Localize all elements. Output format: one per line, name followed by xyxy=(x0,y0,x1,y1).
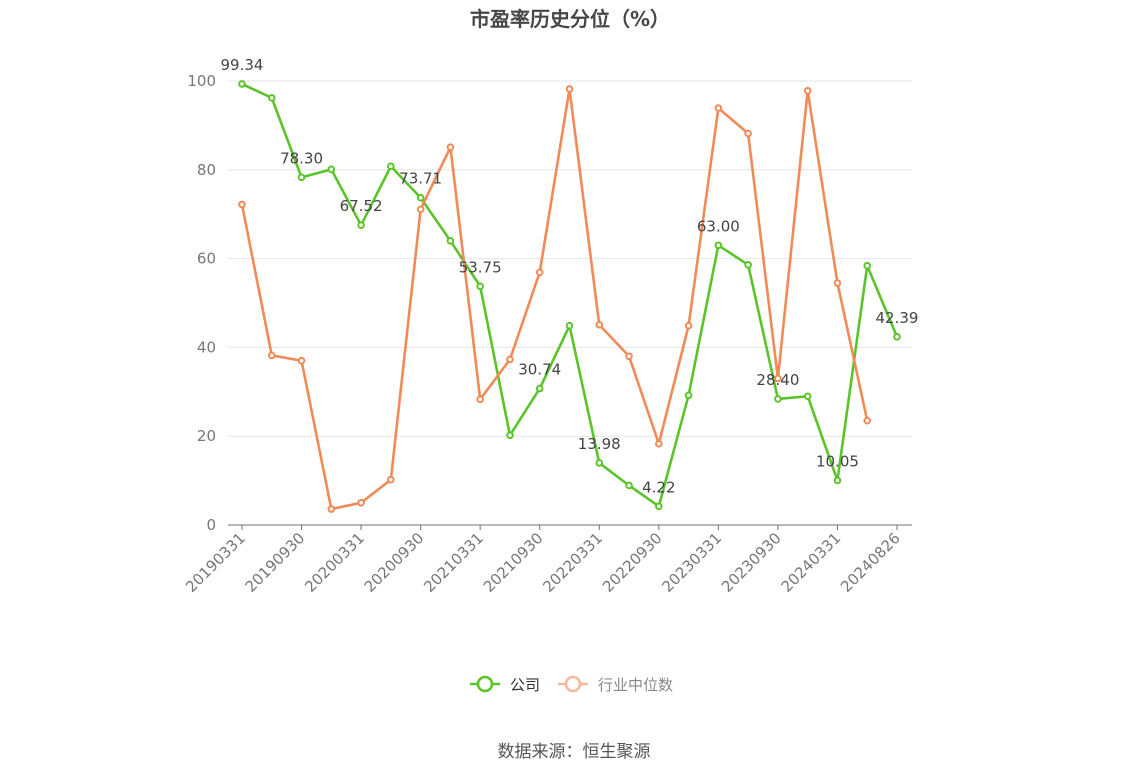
x-tick-label: 20200331 xyxy=(301,529,368,596)
data-point[interactable] xyxy=(625,481,633,490)
y-tick-label: 60 xyxy=(197,250,216,268)
data-point[interactable] xyxy=(267,94,276,102)
data-point[interactable] xyxy=(803,392,812,401)
data-point[interactable] xyxy=(684,391,693,400)
grid xyxy=(228,80,912,437)
data-point[interactable] xyxy=(893,332,901,341)
data-point[interactable] xyxy=(506,431,514,440)
data-point[interactable] xyxy=(595,459,604,467)
data-point[interactable] xyxy=(238,200,246,209)
data-label: 99.34 xyxy=(221,56,264,74)
data-point[interactable] xyxy=(476,282,484,291)
data-point[interactable] xyxy=(803,86,812,95)
data-point[interactable] xyxy=(833,476,842,485)
data-point[interactable] xyxy=(267,351,276,360)
data-label: 13.98 xyxy=(578,435,621,453)
data-label: 73.71 xyxy=(399,170,442,188)
data-point[interactable] xyxy=(357,499,365,507)
data-point[interactable] xyxy=(297,173,306,182)
data-label: 28.40 xyxy=(756,371,799,389)
data-point[interactable] xyxy=(833,279,842,287)
x-tick-label: 20190930 xyxy=(242,529,309,596)
data-labels: 99.34 78.30 67.52 73.71 53.75 30.74 13.98 4.22 6… xyxy=(221,56,919,496)
data-point[interactable] xyxy=(416,205,425,214)
y-tick-label: 80 xyxy=(197,161,216,179)
data-point[interactable] xyxy=(655,502,663,511)
data-label: 53.75 xyxy=(459,258,502,276)
y-tick-label: 20 xyxy=(197,427,216,445)
data-point[interactable] xyxy=(327,505,336,513)
data-point[interactable] xyxy=(327,165,336,174)
legend-label[interactable]: 公司 xyxy=(510,676,540,694)
x-tick-label: 20210331 xyxy=(420,529,487,596)
data-point[interactable] xyxy=(595,320,604,329)
data-point[interactable] xyxy=(446,237,455,245)
chart-title: 市盈率历史分位（%） xyxy=(470,7,670,31)
data-point[interactable] xyxy=(565,321,574,330)
data-point[interactable] xyxy=(744,129,752,138)
x-tick-label: 20220331 xyxy=(539,529,606,596)
data-point[interactable] xyxy=(357,221,365,230)
data-point[interactable] xyxy=(744,261,752,269)
data-label: 78.30 xyxy=(280,149,323,167)
x-tick-label: 20230331 xyxy=(658,529,725,596)
x-tick-label: 20240331 xyxy=(778,529,845,596)
data-point[interactable] xyxy=(535,384,544,393)
series xyxy=(238,80,901,513)
x-tick-label: 20210930 xyxy=(480,529,547,596)
data-label: 30.74 xyxy=(518,361,561,379)
data-label: 42.39 xyxy=(876,309,919,327)
data-point[interactable] xyxy=(387,475,395,484)
data-point[interactable] xyxy=(625,352,633,361)
data-point[interactable] xyxy=(387,162,395,171)
source-note: 数据来源：恒生聚源 xyxy=(498,742,651,762)
data-point[interactable] xyxy=(655,439,663,448)
data-point[interactable] xyxy=(297,356,306,365)
series-line xyxy=(240,87,869,511)
y-tick-label: 0 xyxy=(206,516,216,534)
data-point[interactable] xyxy=(714,241,723,250)
data-point[interactable] xyxy=(774,395,782,403)
data-point[interactable] xyxy=(774,374,782,383)
legend-swatch-marker[interactable] xyxy=(476,675,494,693)
data-label: 67.52 xyxy=(340,197,383,215)
data-point[interactable] xyxy=(238,80,246,88)
data-label: 63.00 xyxy=(697,217,740,235)
y-tick-label: 40 xyxy=(197,338,216,356)
data-label: 10.05 xyxy=(816,452,859,470)
data-label: 4.22 xyxy=(642,478,675,496)
data-point[interactable] xyxy=(506,355,514,364)
y-tick-label: 100 xyxy=(187,72,216,90)
x-tick-label: 20190331 xyxy=(182,529,249,596)
x-tick-label: 20240826 xyxy=(837,529,904,596)
data-point[interactable] xyxy=(535,268,544,277)
data-point[interactable] xyxy=(416,193,425,202)
series-line xyxy=(240,82,899,508)
legend-label[interactable]: 行业中位数 xyxy=(598,676,673,694)
legend[interactable]: 公司 行业中位数 xyxy=(470,675,673,694)
x-tick-label: 20200930 xyxy=(361,529,428,596)
x-tick-label: 20220930 xyxy=(599,529,666,596)
data-point[interactable] xyxy=(714,104,723,112)
legend-swatch-marker[interactable] xyxy=(564,675,582,693)
x-tick-label: 20230930 xyxy=(718,529,785,596)
data-point[interactable] xyxy=(684,321,693,330)
data-point[interactable] xyxy=(476,395,484,404)
data-point[interactable] xyxy=(565,85,574,93)
data-point[interactable] xyxy=(863,416,872,425)
data-point[interactable] xyxy=(446,143,455,151)
data-point[interactable] xyxy=(863,261,872,270)
